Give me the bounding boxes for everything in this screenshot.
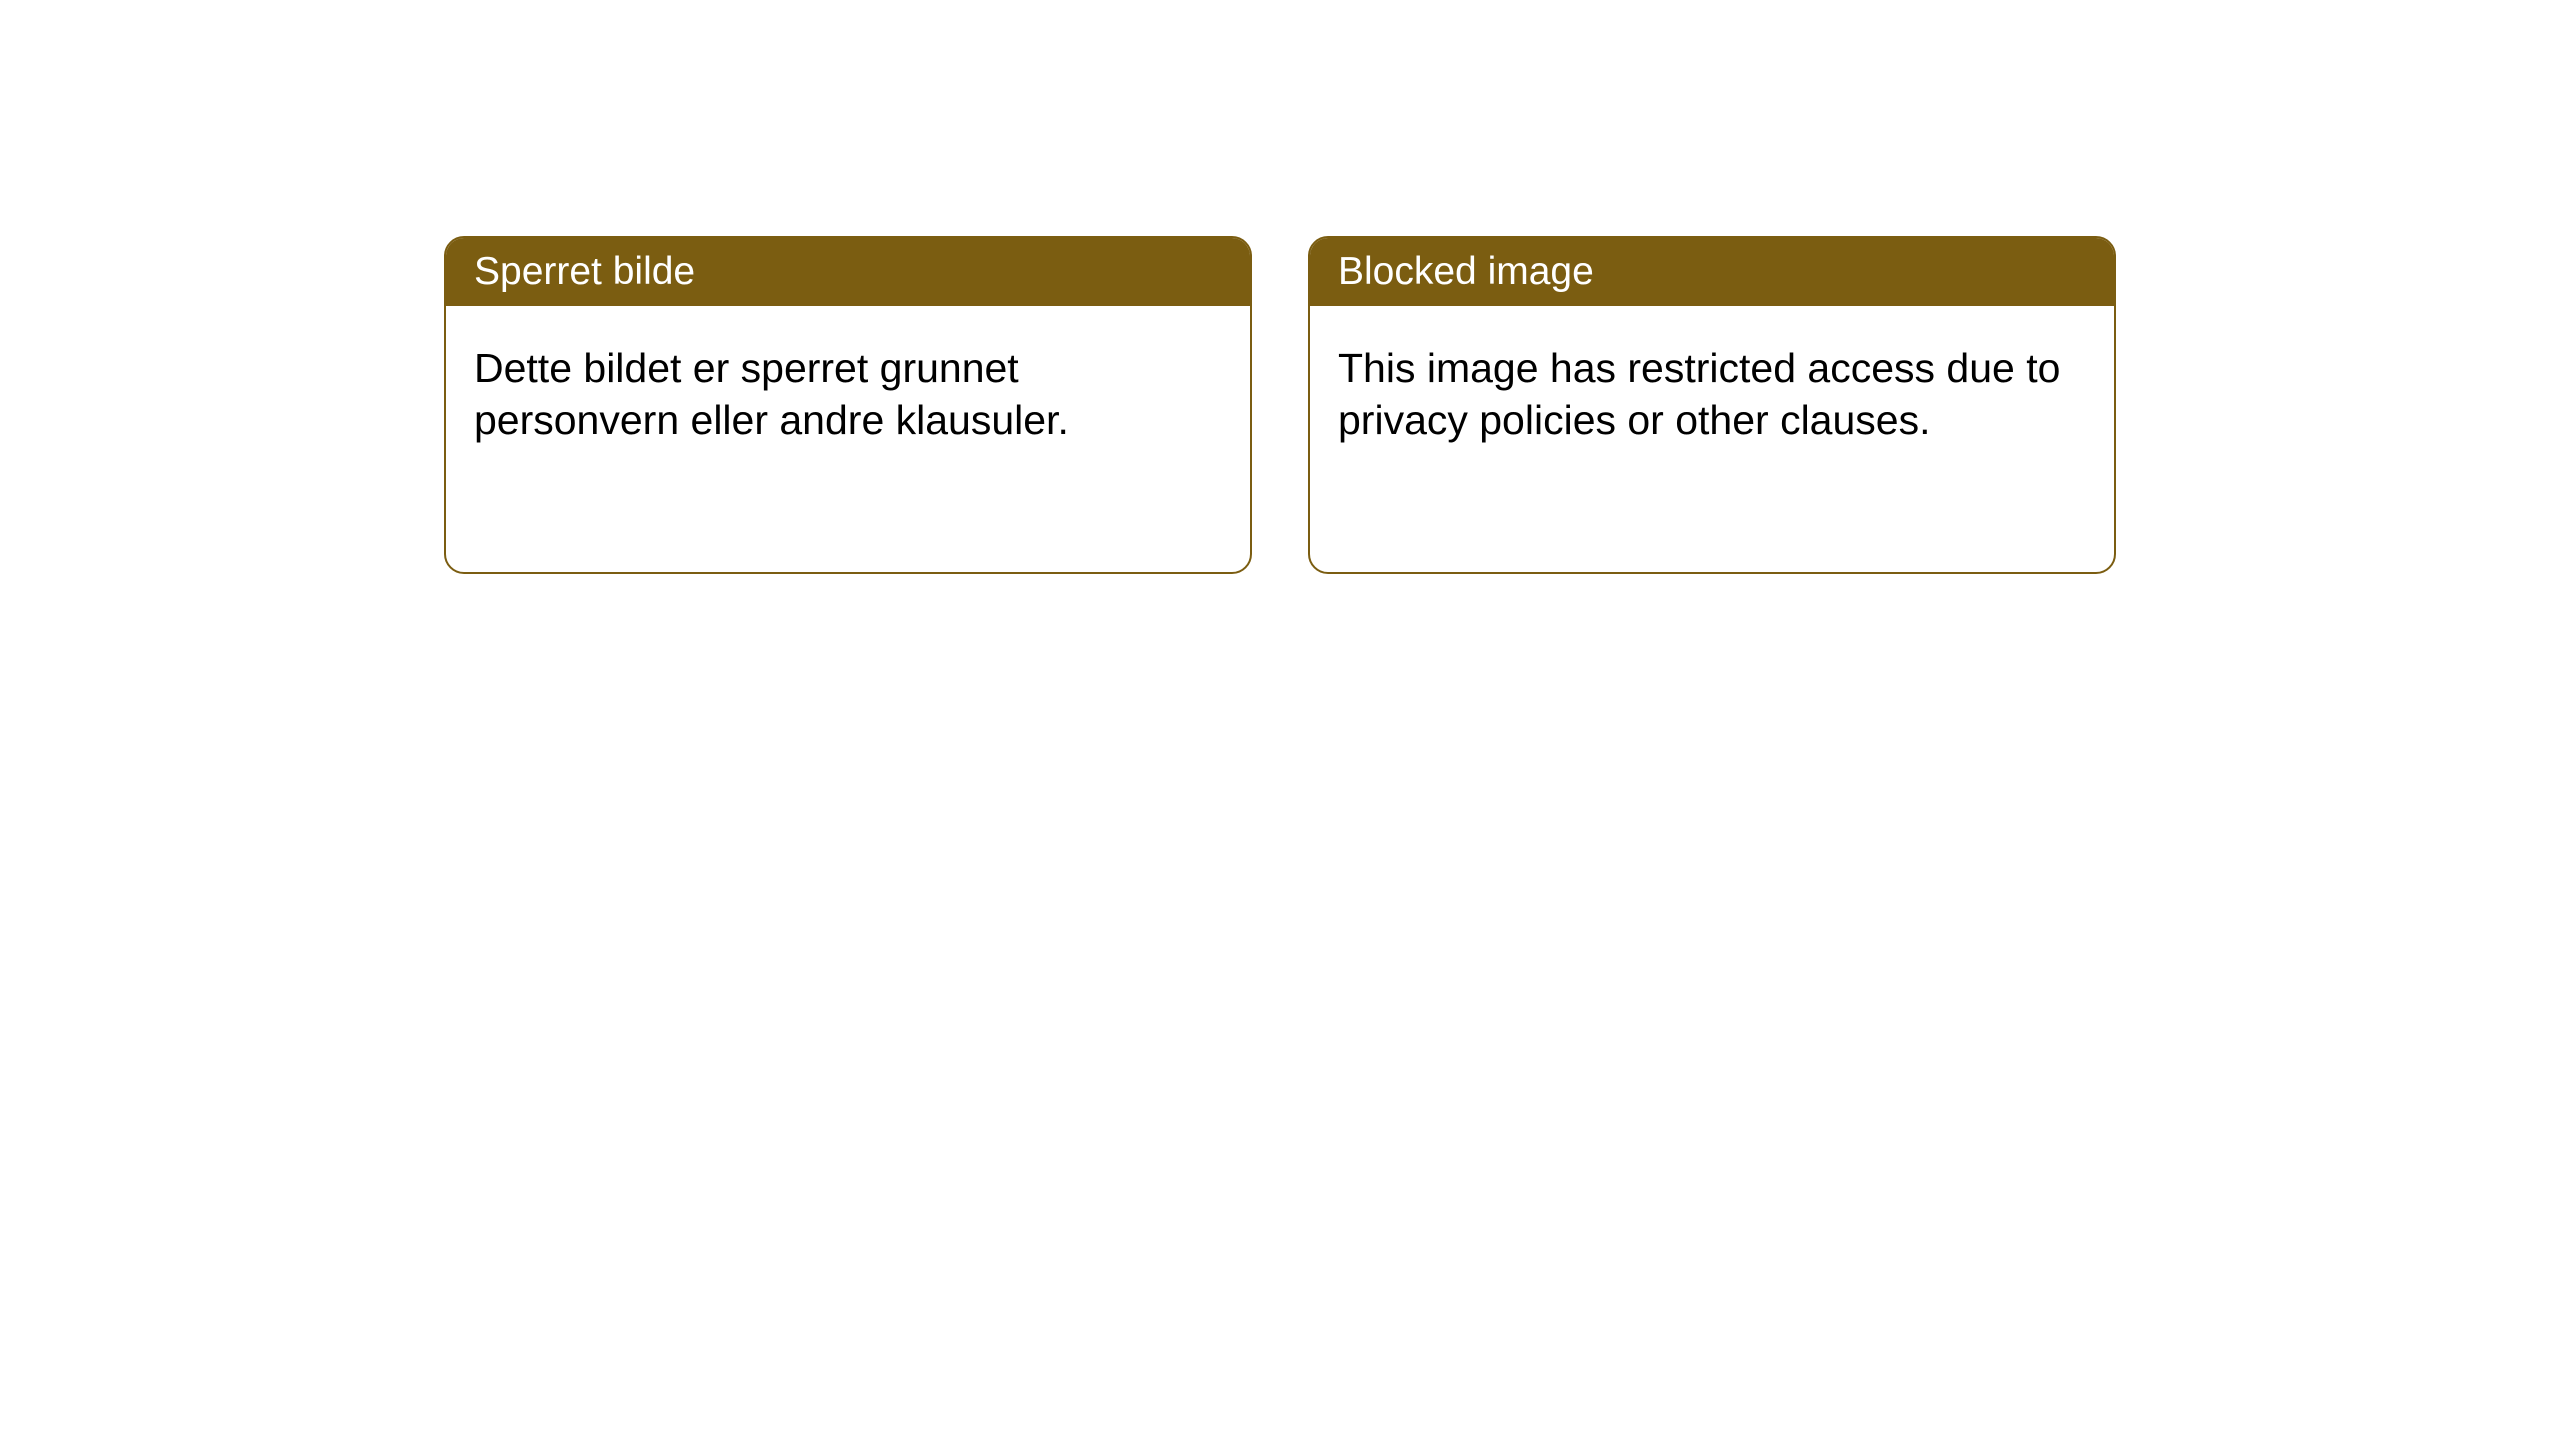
card-body-norwegian: Dette bildet er sperret grunnet personve… [446, 306, 1250, 483]
card-text-norwegian: Dette bildet er sperret grunnet personve… [474, 345, 1069, 443]
card-text-english: This image has restricted access due to … [1338, 345, 2060, 443]
notice-card-english: Blocked image This image has restricted … [1308, 236, 2116, 574]
notice-container: Sperret bilde Dette bildet er sperret gr… [0, 0, 2560, 574]
card-header-norwegian: Sperret bilde [446, 238, 1250, 306]
card-header-english: Blocked image [1310, 238, 2114, 306]
card-title-english: Blocked image [1338, 250, 1594, 293]
notice-card-norwegian: Sperret bilde Dette bildet er sperret gr… [444, 236, 1252, 574]
card-body-english: This image has restricted access due to … [1310, 306, 2114, 483]
card-title-norwegian: Sperret bilde [474, 250, 695, 293]
